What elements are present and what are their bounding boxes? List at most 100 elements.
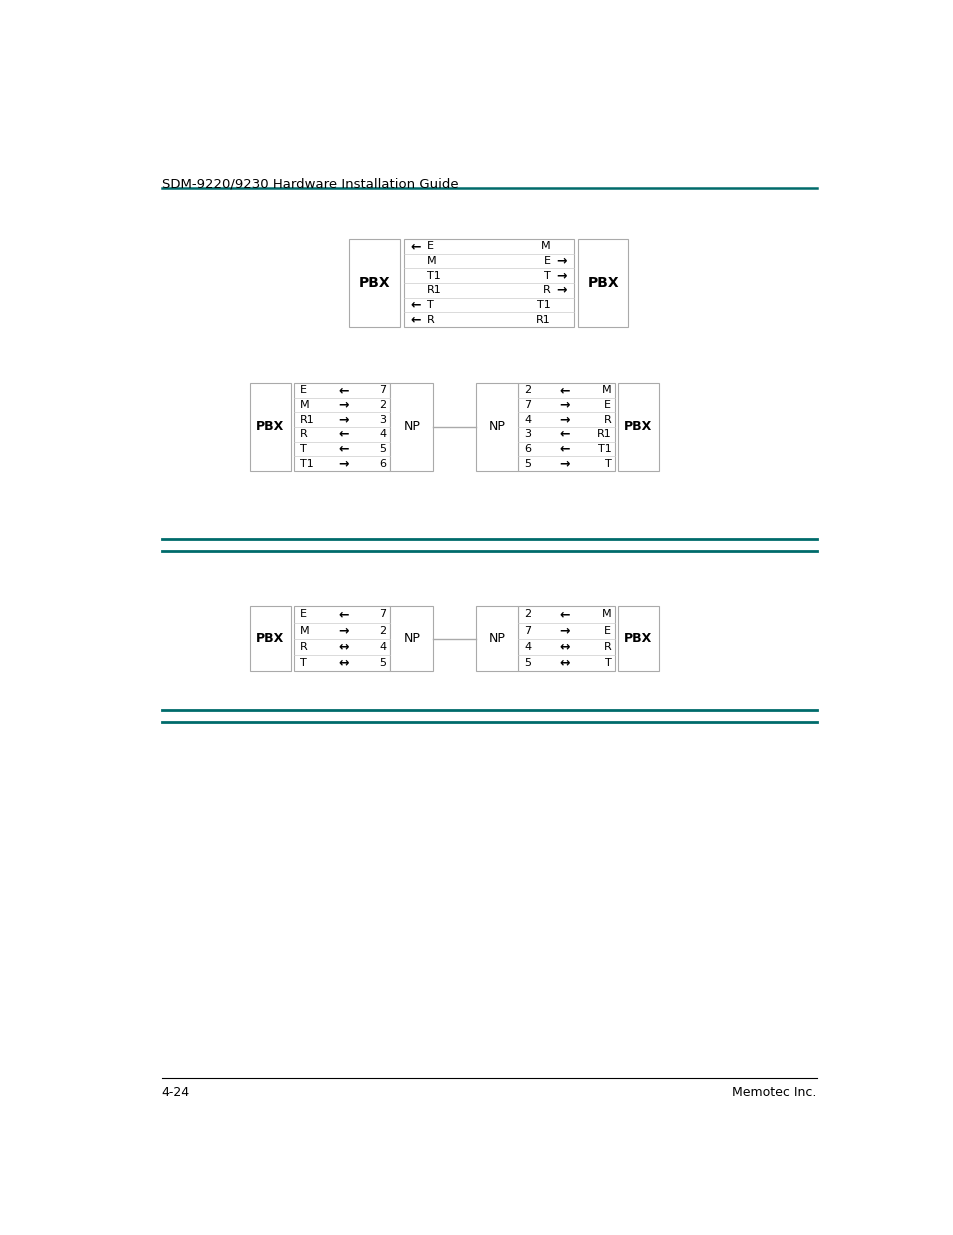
- Text: R: R: [299, 642, 307, 652]
- Text: PBX: PBX: [587, 275, 618, 290]
- Bar: [294, 383, 390, 471]
- Text: 7: 7: [524, 400, 531, 410]
- Text: T: T: [427, 300, 434, 310]
- Text: PBX: PBX: [358, 275, 390, 290]
- Text: 6: 6: [524, 443, 531, 454]
- Bar: [618, 383, 658, 471]
- Text: →: →: [338, 457, 349, 471]
- Text: R: R: [603, 642, 611, 652]
- Text: →: →: [559, 399, 570, 411]
- Text: ↔: ↔: [559, 657, 570, 669]
- Text: 5: 5: [379, 658, 386, 668]
- Text: 7: 7: [524, 626, 531, 636]
- Text: 5: 5: [524, 658, 531, 668]
- Text: 6: 6: [379, 458, 386, 468]
- Text: T: T: [543, 270, 550, 280]
- Text: R1: R1: [299, 415, 314, 425]
- Text: PBX: PBX: [256, 420, 284, 433]
- Text: ←: ←: [411, 240, 421, 253]
- Text: R1: R1: [596, 430, 611, 440]
- Bar: [294, 606, 390, 671]
- Text: 4: 4: [379, 430, 386, 440]
- Bar: [476, 383, 517, 471]
- Text: SDM-9220/9230 Hardware Installation Guide: SDM-9220/9230 Hardware Installation Guid…: [162, 178, 458, 190]
- Text: 2: 2: [379, 626, 386, 636]
- Text: 2: 2: [524, 609, 531, 620]
- Text: 4-24: 4-24: [162, 1086, 190, 1099]
- Text: R: R: [299, 430, 307, 440]
- Text: ↔: ↔: [338, 657, 349, 669]
- Text: ↔: ↔: [559, 640, 570, 653]
- Text: →: →: [556, 284, 566, 296]
- Text: Memotec Inc.: Memotec Inc.: [732, 1086, 816, 1099]
- Text: E: E: [299, 609, 307, 620]
- Bar: [476, 606, 517, 671]
- Text: M: M: [601, 609, 611, 620]
- Text: E: E: [604, 626, 611, 636]
- Bar: [517, 383, 615, 471]
- Text: E: E: [543, 256, 550, 266]
- Text: E: E: [427, 241, 434, 252]
- Text: ←: ←: [559, 384, 570, 396]
- Text: 5: 5: [524, 458, 531, 468]
- Text: E: E: [299, 385, 307, 395]
- Text: E: E: [604, 400, 611, 410]
- Text: ←: ←: [559, 608, 570, 621]
- Text: PBX: PBX: [623, 632, 652, 645]
- Text: 4: 4: [524, 415, 531, 425]
- Bar: [390, 606, 433, 671]
- Text: 3: 3: [379, 415, 386, 425]
- Bar: [349, 240, 399, 327]
- Text: ←: ←: [411, 299, 421, 311]
- Text: M: M: [601, 385, 611, 395]
- Text: 2: 2: [524, 385, 531, 395]
- Text: →: →: [338, 624, 349, 637]
- Text: NP: NP: [403, 420, 420, 433]
- Bar: [390, 383, 433, 471]
- Text: 7: 7: [379, 609, 386, 620]
- Text: ←: ←: [338, 427, 349, 441]
- Text: 4: 4: [524, 642, 531, 652]
- Text: →: →: [559, 414, 570, 426]
- Text: →: →: [556, 254, 566, 268]
- Text: PBX: PBX: [623, 420, 652, 433]
- Bar: [250, 383, 291, 471]
- Text: T: T: [299, 658, 306, 668]
- Text: ←: ←: [411, 312, 421, 326]
- Text: →: →: [338, 414, 349, 426]
- Text: →: →: [556, 269, 566, 282]
- Text: M: M: [540, 241, 550, 252]
- Text: T: T: [604, 658, 611, 668]
- Text: T1: T1: [537, 300, 550, 310]
- Text: T1: T1: [597, 443, 611, 454]
- Text: R1: R1: [427, 285, 441, 295]
- Text: 2: 2: [379, 400, 386, 410]
- Bar: [250, 606, 291, 671]
- Text: ←: ←: [559, 442, 570, 456]
- Text: ←: ←: [338, 442, 349, 456]
- Text: T1: T1: [299, 458, 314, 468]
- Text: 7: 7: [379, 385, 386, 395]
- Text: PBX: PBX: [256, 632, 284, 645]
- Text: 5: 5: [379, 443, 386, 454]
- Text: M: M: [427, 256, 436, 266]
- Text: ←: ←: [338, 384, 349, 396]
- Text: NP: NP: [403, 632, 420, 645]
- Text: R1: R1: [536, 315, 550, 325]
- Text: M: M: [299, 626, 309, 636]
- Text: R: R: [427, 315, 435, 325]
- Text: →: →: [559, 624, 570, 637]
- Text: 3: 3: [524, 430, 531, 440]
- Text: NP: NP: [488, 420, 505, 433]
- Text: →: →: [338, 399, 349, 411]
- Bar: [403, 240, 574, 327]
- Text: T1: T1: [427, 270, 440, 280]
- Text: →: →: [559, 457, 570, 471]
- Text: T: T: [604, 458, 611, 468]
- Bar: [618, 606, 658, 671]
- Text: ↔: ↔: [338, 640, 349, 653]
- Text: R: R: [603, 415, 611, 425]
- Text: M: M: [299, 400, 309, 410]
- Text: ←: ←: [338, 608, 349, 621]
- Text: R: R: [542, 285, 550, 295]
